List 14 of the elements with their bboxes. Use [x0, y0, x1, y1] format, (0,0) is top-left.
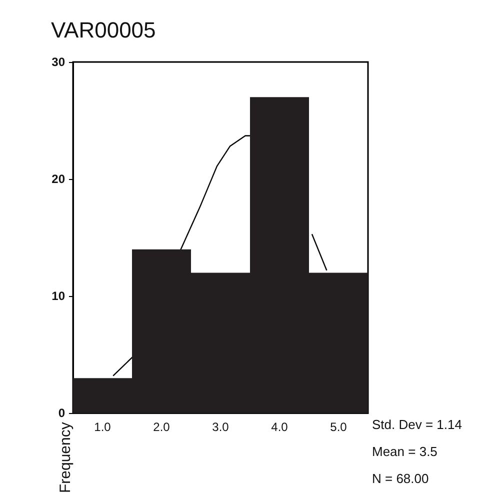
y-tick-label: 10 — [52, 289, 66, 304]
text: N = 68.00 — [372, 471, 429, 486]
x-tick-label: 3.0 — [212, 420, 230, 434]
x-tick-label: 1.0 — [94, 420, 112, 434]
text: Std. Dev = 1.14 — [372, 417, 462, 432]
y-axis-title: Frequency — [57, 422, 74, 493]
x-tick-label: 4.0 — [271, 420, 288, 434]
x-tick-label: 2.0 — [153, 420, 170, 434]
x-tick-label: 5.0 — [330, 420, 348, 434]
y-tick-label: 0 — [58, 406, 66, 420]
y-tick-label: 30 — [52, 55, 66, 69]
text: Mean = 3.5 — [372, 444, 438, 459]
y-tick-label: 20 — [52, 172, 66, 186]
chart-title: VAR00005 — [51, 18, 156, 42]
